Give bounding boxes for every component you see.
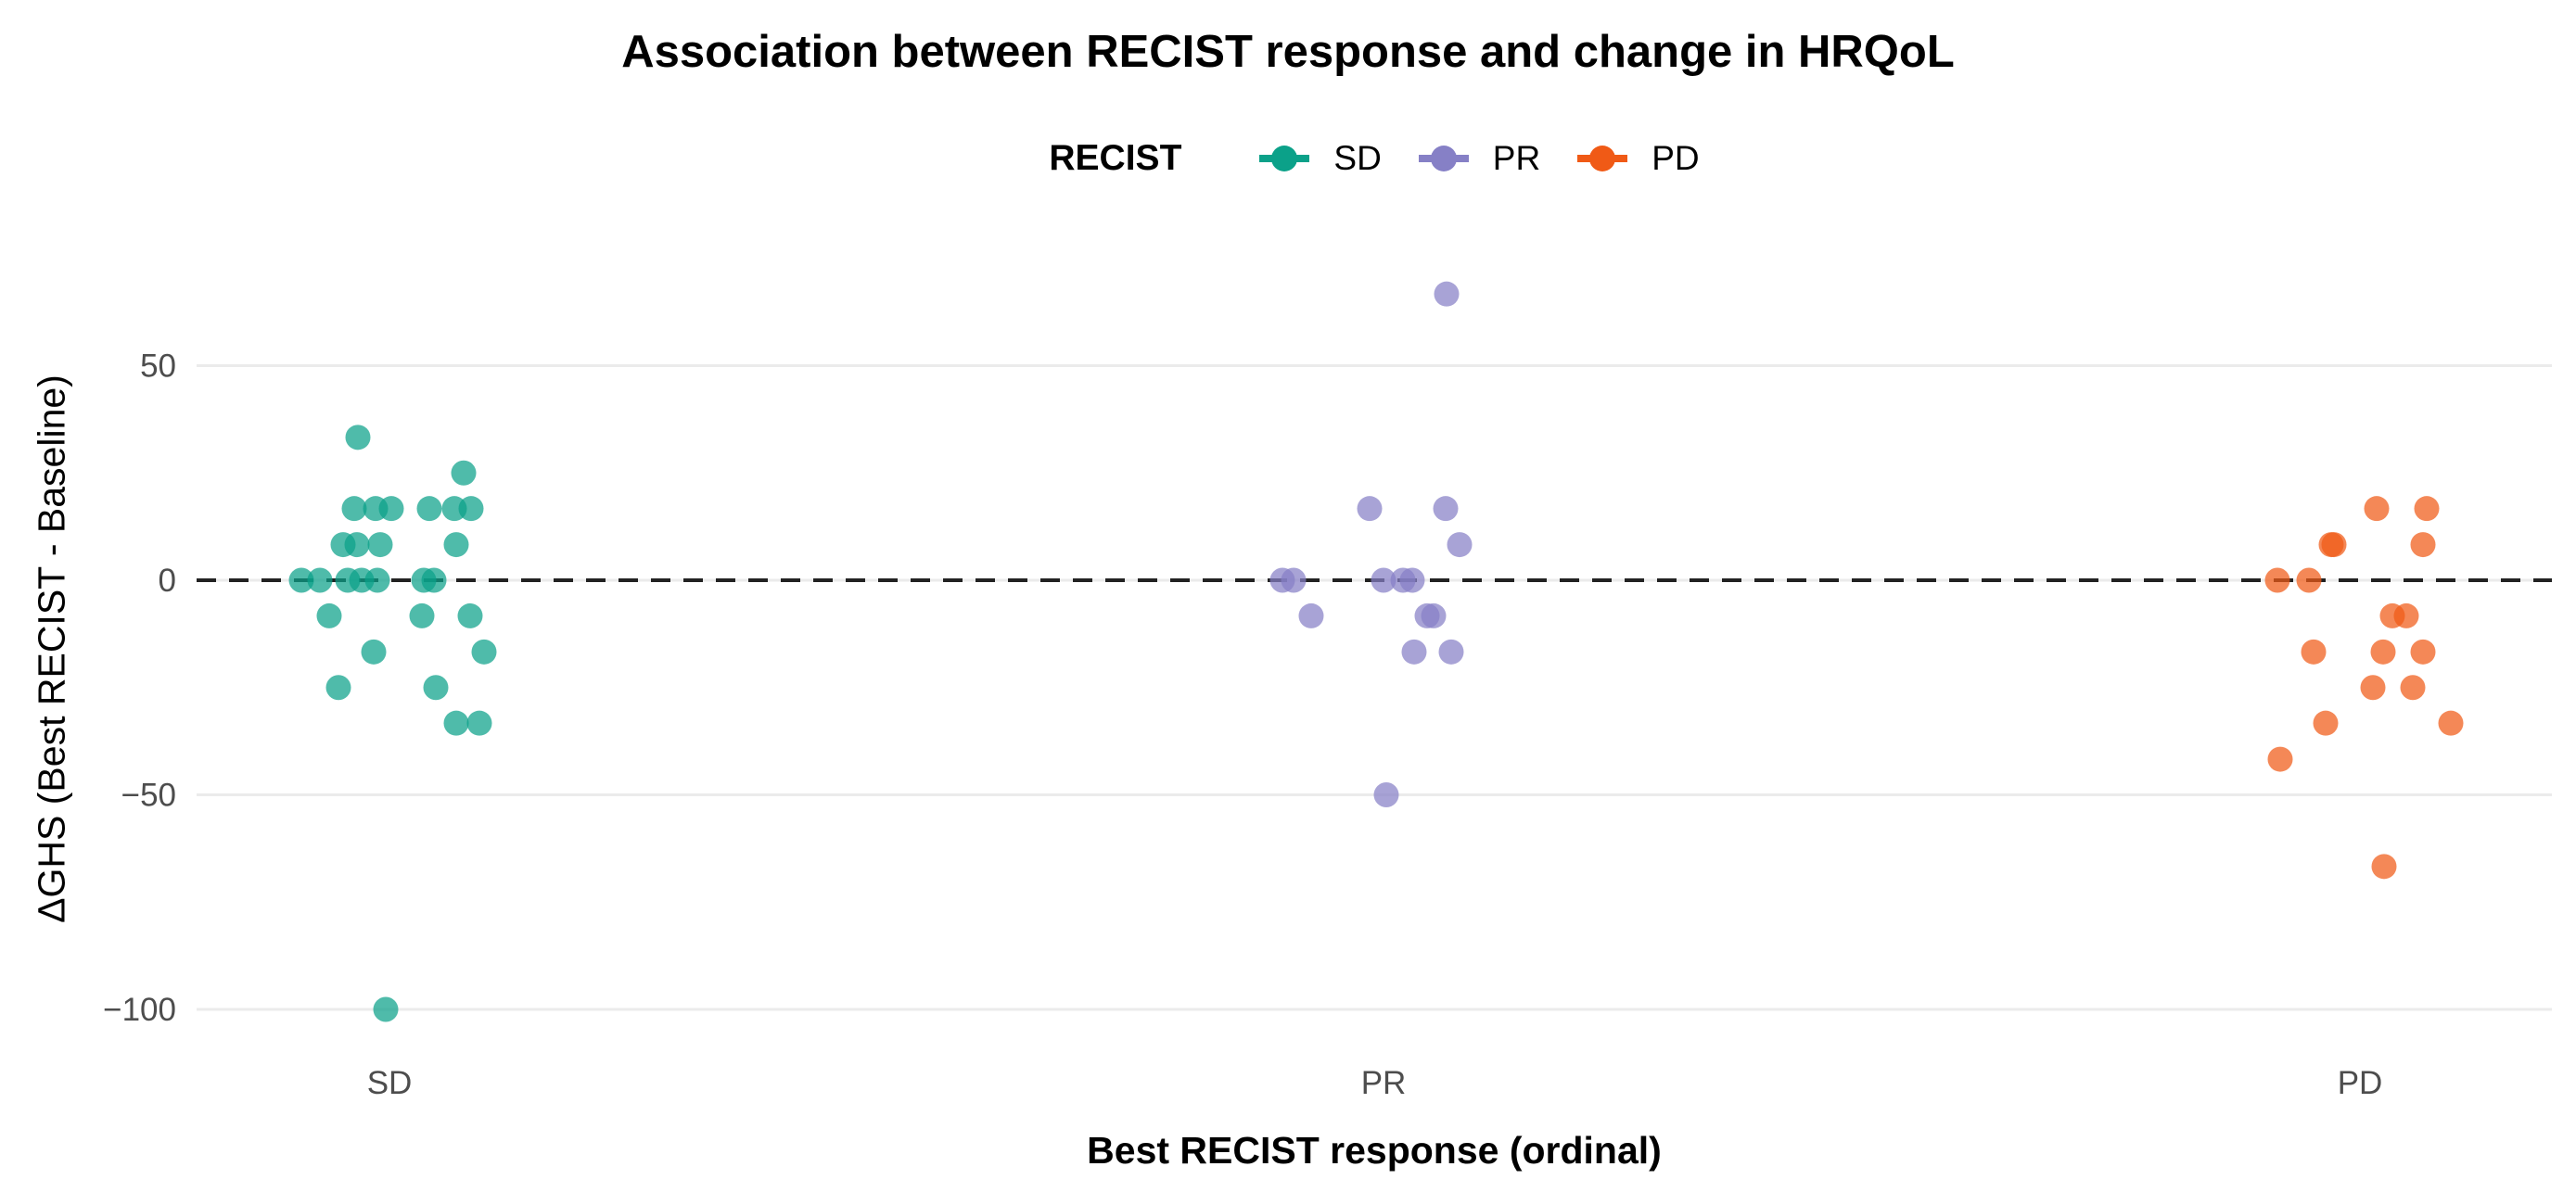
data-point-pd xyxy=(2364,496,2390,522)
data-point-sd xyxy=(443,710,469,736)
data-point-pd xyxy=(2414,496,2440,522)
data-point-pd xyxy=(2360,675,2386,701)
data-point-pr xyxy=(1401,639,1427,665)
data-point-pr xyxy=(1371,567,1396,593)
data-point-sd xyxy=(373,996,399,1022)
legend-label: SD xyxy=(1333,139,1382,177)
y-tick-label: 50 xyxy=(140,349,176,385)
data-point-pd xyxy=(2393,602,2419,628)
data-point-sd xyxy=(443,532,469,558)
data-point-sd xyxy=(378,496,404,522)
data-point-pd xyxy=(2410,532,2436,558)
data-point-sd xyxy=(451,460,477,486)
data-point-sd xyxy=(367,532,393,558)
legend-label: PR xyxy=(1492,139,1541,177)
data-point-sd xyxy=(458,496,484,522)
data-point-pd xyxy=(2264,567,2290,593)
legend-title: RECIST xyxy=(1049,138,1182,178)
data-point-pr xyxy=(1434,281,1460,307)
data-point-pd xyxy=(2438,710,2464,736)
pointrange-key-icon xyxy=(1259,146,1310,171)
y-tick-label: −100 xyxy=(103,992,176,1028)
legend-label: PD xyxy=(1651,139,1700,177)
legend-item-pr: PR xyxy=(1415,139,1540,178)
data-point-pd xyxy=(2267,746,2293,772)
data-point-sd xyxy=(421,567,447,593)
legend-item-pd: PD xyxy=(1574,139,1700,178)
data-point-pd xyxy=(2313,710,2339,736)
data-point-pr xyxy=(1447,532,1473,558)
data-point-pr xyxy=(1399,567,1425,593)
pointrange-key-icon xyxy=(1418,146,1469,171)
data-point-pr xyxy=(1298,602,1324,628)
data-point-sd xyxy=(361,639,387,665)
data-point-pd xyxy=(2301,639,2327,665)
data-point-pd xyxy=(2321,532,2347,558)
pointrange-key-icon xyxy=(1577,146,1628,171)
data-point-sd xyxy=(471,639,497,665)
data-point-sd xyxy=(316,602,342,628)
x-tick-label-sd: SD xyxy=(367,1065,413,1101)
y-tick-label: −50 xyxy=(121,778,176,814)
data-point-sd xyxy=(307,567,333,593)
data-point-sd xyxy=(364,567,390,593)
x-axis-title: Best RECIST response (ordinal) xyxy=(1087,1129,1662,1172)
data-point-sd xyxy=(288,567,314,593)
data-point-pr xyxy=(1357,496,1383,522)
legend-item-sd: SD xyxy=(1256,139,1382,178)
legend: RECIST SD PR PD xyxy=(197,130,2552,187)
data-point-pr xyxy=(1281,567,1307,593)
data-point-pd xyxy=(2400,675,2426,701)
data-point-pr xyxy=(1373,782,1399,807)
data-point-sd xyxy=(416,496,442,522)
data-point-sd xyxy=(466,710,492,736)
data-point-sd xyxy=(409,602,435,628)
data-point-sd xyxy=(325,675,351,701)
chart-title: Association between RECIST response and … xyxy=(621,27,1955,77)
data-point-sd xyxy=(341,496,367,522)
data-point-pr xyxy=(1421,602,1447,628)
x-tick-label-pd: PD xyxy=(2338,1065,2383,1101)
data-point-pd xyxy=(2370,639,2396,665)
data-point-pd xyxy=(2296,567,2322,593)
data-point-pr xyxy=(1433,496,1459,522)
y-axis-title: ΔGHS (Best RECIST - Baseline) xyxy=(30,374,73,923)
data-point-sd xyxy=(457,602,483,628)
x-tick-label-pr: PR xyxy=(1361,1065,1407,1101)
data-point-sd xyxy=(345,425,371,450)
data-point-pd xyxy=(2371,854,2397,880)
data-point-sd xyxy=(344,532,370,558)
y-tick-label: 0 xyxy=(159,563,176,599)
data-point-pd xyxy=(2410,639,2436,665)
data-point-sd xyxy=(423,675,449,701)
data-point-pr xyxy=(1438,639,1464,665)
